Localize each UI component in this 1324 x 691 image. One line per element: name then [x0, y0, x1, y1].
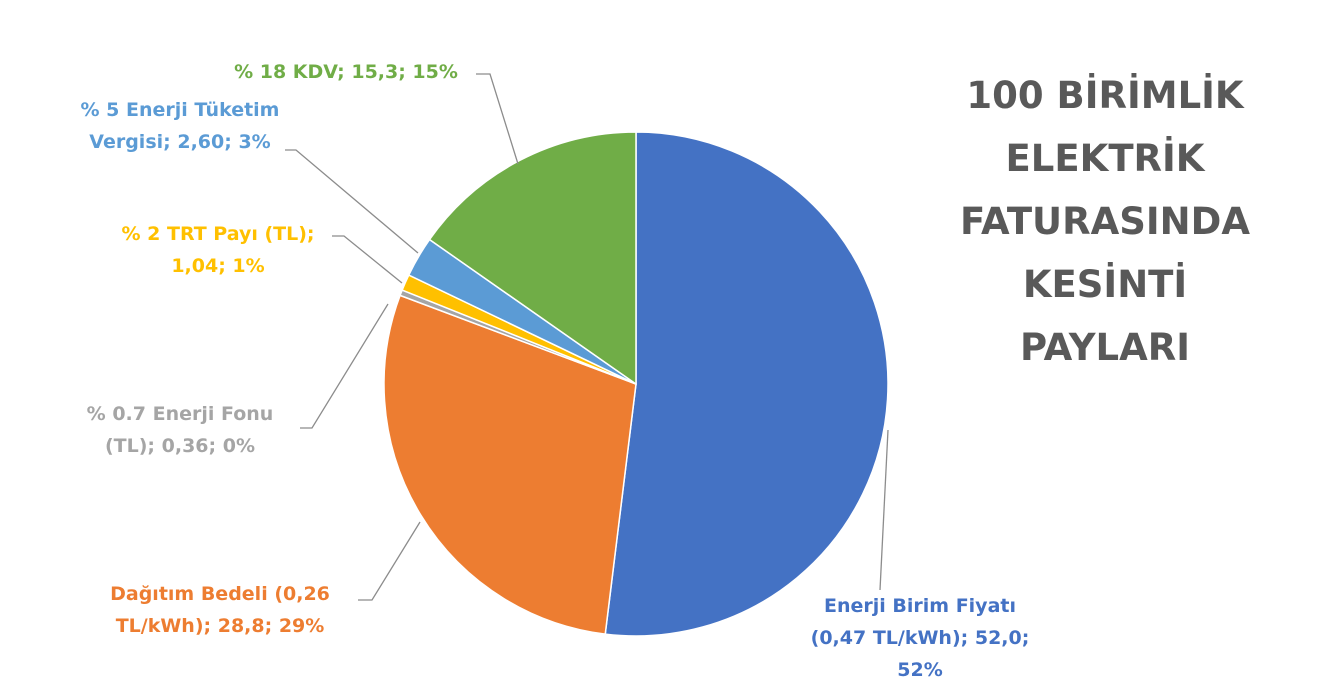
leader-line-0-7-enerji-fonu-tl — [300, 303, 389, 429]
chart-title-line: 100 BİRİMLİK — [966, 73, 1245, 117]
data-label-dagitim-bedeli-0-26-tl-kwh: Dağıtım Bedeli (0,26 TL/kWh); 28,8; 29% — [110, 583, 330, 637]
chart-title-line: FATURASINDA — [960, 200, 1250, 243]
chart-title-line: KESİNTİ — [1023, 262, 1187, 306]
data-label-line: 52% — [897, 659, 942, 681]
slice-dagitim-bedeli-0-26-tl-kwh — [383, 294, 637, 635]
slice-enerji-birim-fiyati-0-47-tl-kwh — [604, 131, 889, 637]
chart-title-text: 100 BİRİMLİK ELEKTRİK FATURASINDA KESİNTİ PA… — [960, 73, 1250, 369]
data-label-5-enerji-tuketim-vergisi: % 5 Enerji Tüketim Vergisi; 2,60; 3% — [81, 99, 280, 153]
data-label-enerji-birim-fiyati-0-47-tl-kwh: Enerji Birim Fiyatı (0,47 TL/kWh); 52,0; 5… — [811, 595, 1030, 681]
data-label-line: % 2 TRT Payı (TL); — [122, 223, 315, 245]
data-label-2-trt-payi-tl: % 2 TRT Payı (TL); 1,04; 1% — [122, 223, 315, 277]
data-label-18-kdv: % 18 KDV; 15,3; 15% — [234, 61, 458, 83]
leader-line-18-kdv — [476, 73, 519, 165]
data-label-line: % 0.7 Enerji Fonu — [87, 403, 274, 425]
leader-lines — [285, 73, 889, 601]
data-label-line: % 5 Enerji Tüketim — [81, 99, 280, 121]
data-label-line: (TL); 0,36; 0% — [105, 435, 255, 457]
leader-line-5-enerji-tuketim-vergisi — [285, 149, 419, 254]
pie-slices — [383, 131, 889, 637]
leader-line-enerji-birim-fiyati-0-47-tl-kwh — [879, 429, 889, 591]
data-label-line: Vergisi; 2,60; 3% — [89, 131, 270, 153]
leader-line-dagitim-bedeli-0-26-tl-kwh — [358, 521, 421, 601]
data-label-line: (0,47 TL/kWh); 52,0; — [811, 627, 1030, 649]
data-label-line: Dağıtım Bedeli (0,26 — [110, 583, 330, 605]
data-label-line: TL/kWh); 28,8; 29% — [116, 615, 325, 637]
slice-18-kdv — [428, 131, 637, 386]
leader-line-2-trt-payi-tl — [332, 235, 403, 284]
data-label-line: % 18 KDV; 15,3; 15% — [234, 61, 458, 83]
chart-title-line: ELEKTRİK — [1006, 136, 1206, 180]
chart-title-line: PAYLARI — [1020, 326, 1190, 369]
data-label-line: Enerji Birim Fiyatı — [824, 595, 1016, 617]
data-labels: Enerji Birim Fiyatı (0,47 TL/kWh); 52,0; 5… — [81, 61, 1030, 681]
data-label-0-7-enerji-fonu-tl: % 0.7 Enerji Fonu (TL); 0,36; 0% — [87, 403, 274, 457]
chart-title: 100 BİRİMLİK ELEKTRİK FATURASINDA KESİNTİ PA… — [960, 73, 1250, 369]
data-label-line: 1,04; 1% — [171, 255, 264, 277]
